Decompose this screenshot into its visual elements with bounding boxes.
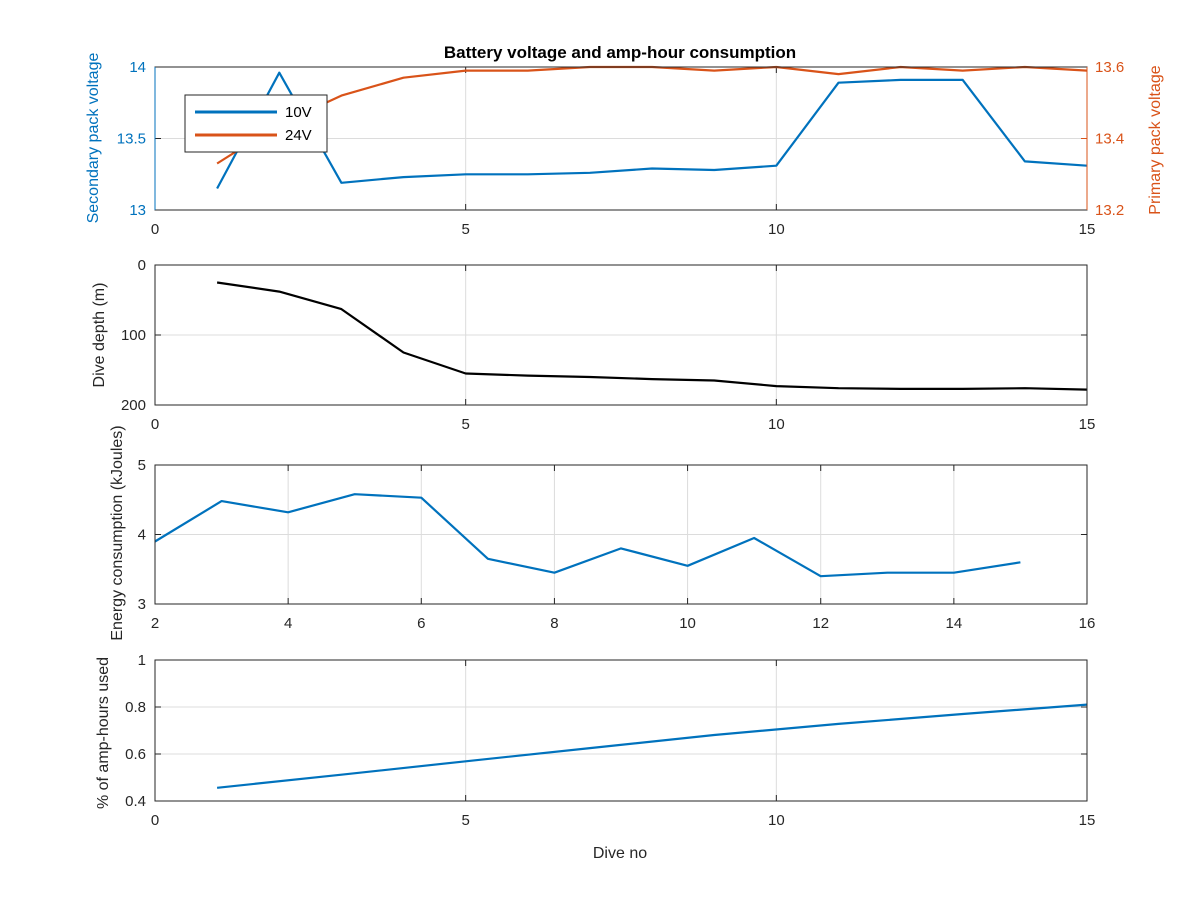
x-axis-label-dive-no: Dive no: [593, 845, 647, 862]
legend-box: [184, 94, 328, 153]
amp-hours-panel: 0 5 10 15 0.4 0.6 0.8 1: [125, 652, 1095, 829]
series-line-0: [154, 493, 1021, 578]
x-tick-label: 16: [1079, 615, 1096, 632]
x-tick-label: 10: [679, 615, 696, 632]
y-axis-label-secondary-voltage: Secondary pack voltage: [85, 53, 102, 224]
energy-panel: 2 4 6 8 10 12 14 16 3 4 5: [138, 457, 1096, 632]
x-tick-label: 14: [946, 615, 963, 632]
y-axis-label-dive-depth: Dive depth (m): [91, 283, 108, 388]
x-tick-label: 8: [550, 615, 558, 632]
y-axis-label-energy: Energy consumption (kJoules): [109, 425, 126, 640]
x-tick-label: 6: [417, 615, 425, 632]
y-tick-label: 200: [121, 397, 146, 414]
y-axis-label-amp-hours: % of amp-hours used: [95, 657, 112, 809]
y-axis-label-primary-voltage: Primary pack voltage: [1147, 65, 1164, 214]
chart-title: Battery voltage and amp-hour consumption: [444, 43, 796, 62]
x-tick-label: 2: [151, 615, 159, 632]
x-tick-label: 5: [461, 416, 469, 433]
y-tick-label: 3: [138, 596, 146, 613]
y-tick-label: 0.8: [125, 699, 146, 716]
axes-box: [154, 264, 1088, 406]
series-line-0: [216, 703, 1088, 789]
legend-label-10v: 10V: [285, 104, 312, 121]
series-line-10v: [216, 71, 1088, 190]
x-tick-label: 15: [1079, 221, 1096, 238]
x-tick-label: 5: [461, 221, 469, 238]
series-line-24v: [216, 65, 1088, 165]
y-tick-label: 1: [138, 652, 146, 669]
depth-panel: 0 5 10 15 0 100 200: [121, 257, 1095, 433]
x-tick-label: 10: [768, 416, 785, 433]
y-tick-label: 4: [138, 527, 146, 544]
y-right-tick-label: 13.4: [1095, 131, 1124, 148]
x-tick-label: 0: [151, 416, 159, 433]
y-tick-label: 13.5: [117, 131, 146, 148]
axes-box: [154, 659, 1088, 802]
y-tick-label: 0.4: [125, 793, 146, 810]
y-tick-label: 100: [121, 327, 146, 344]
y-tick-label: 13: [129, 202, 146, 219]
y-right-tick-label: 13.2: [1095, 202, 1124, 219]
x-tick-label: 10: [768, 221, 785, 238]
y-tick-label: 14: [129, 59, 146, 76]
series-line-0: [216, 281, 1088, 391]
x-tick-label: 10: [768, 812, 785, 829]
x-tick-label: 5: [461, 812, 469, 829]
axes-box: [154, 464, 1088, 605]
x-tick-label: 12: [812, 615, 829, 632]
x-tick-label: 0: [151, 221, 159, 238]
y-right-tick-label: 13.6: [1095, 59, 1124, 76]
legend-label-24v: 24V: [285, 127, 312, 144]
y-tick-label: 0: [138, 257, 146, 274]
y-tick-label: 0.6: [125, 746, 146, 763]
x-tick-label: 4: [284, 615, 292, 632]
x-tick-label: 15: [1079, 812, 1096, 829]
x-tick-label: 0: [151, 812, 159, 829]
x-tick-label: 15: [1079, 416, 1096, 433]
y-tick-label: 5: [138, 457, 146, 474]
